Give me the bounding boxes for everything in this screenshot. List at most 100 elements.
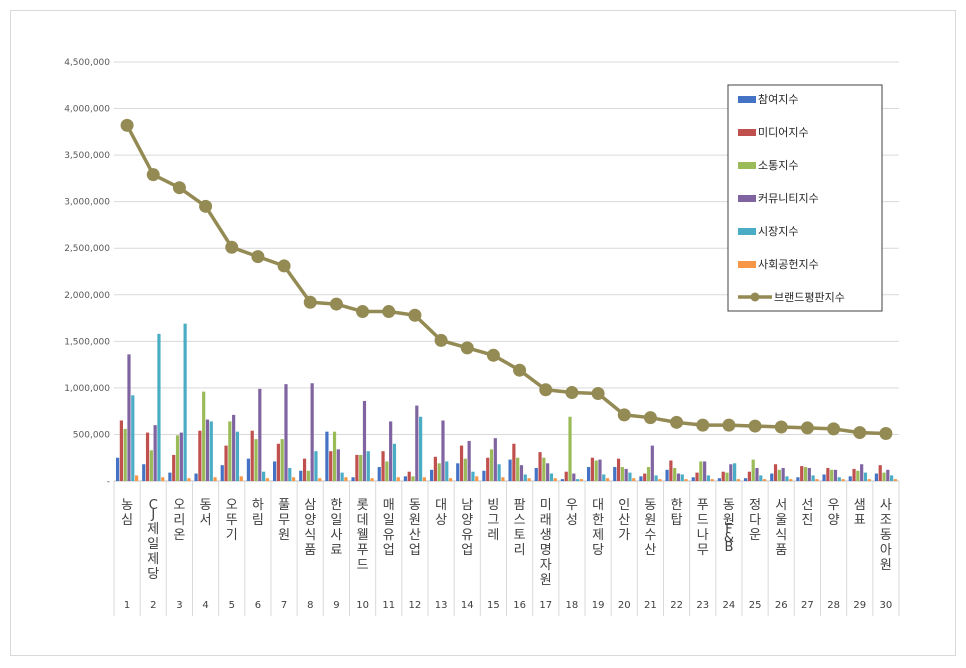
bar-커뮤니티지수 (598, 459, 602, 481)
rank-label: 15 (487, 600, 500, 611)
reputation-point (591, 386, 605, 400)
bar-시장지수 (183, 323, 187, 481)
bar-미디어지수 (800, 466, 804, 481)
bar-미디어지수 (747, 471, 751, 481)
bar-사회공헌지수 (867, 479, 871, 481)
bar-소통지수 (777, 469, 781, 481)
bar-사회공헌지수 (265, 478, 270, 481)
bar-커뮤니티지수 (650, 445, 654, 481)
bar-소통지수 (751, 459, 755, 481)
bar-시장지수 (340, 472, 344, 481)
bar-미디어지수 (852, 468, 856, 481)
rank-label: 22 (670, 600, 683, 611)
rank-label: 30 (880, 600, 893, 611)
y-tick-label: 3,500,000 (64, 151, 110, 161)
bar-소통지수 (725, 472, 729, 481)
bar-시장지수 (235, 431, 240, 481)
category-labels: 농 심 1 C J 제 일 제 당 2 오 리 온 3 동 서 4 오 뚜 기 5 하 림 6 풀 무 원 7 삼 양 식 품 8 한 일 사 료 9 롯 데… (113, 481, 900, 616)
bar-시장지수 (392, 443, 397, 481)
bar-커뮤니티지수 (179, 432, 183, 481)
bar-미디어지수 (616, 458, 621, 481)
bar-사회공헌지수 (815, 479, 819, 481)
bar-미디어지수 (433, 456, 437, 481)
legend-label: 소통지수 (758, 159, 798, 172)
bar-시장지수 (288, 467, 292, 481)
bar-커뮤니티지수 (284, 384, 288, 481)
bar-소통지수 (202, 391, 206, 481)
bar-커뮤니티지수 (703, 461, 707, 481)
bar-사회공헌지수 (605, 478, 610, 481)
rank-label: 17 (539, 600, 552, 611)
reputation-point (408, 308, 422, 322)
bar-미디어지수 (224, 445, 228, 481)
bar-참여지수 (848, 476, 852, 481)
reputation-point (513, 363, 527, 377)
bar-소통지수 (830, 469, 834, 481)
bar-사회공헌지수 (344, 477, 348, 481)
bar-시장지수 (576, 479, 580, 481)
bar-참여지수 (246, 458, 251, 481)
bar-커뮤니티지수 (127, 354, 131, 481)
reputation-line (120, 118, 893, 441)
bar-참여지수 (168, 472, 172, 481)
bar-미디어지수 (669, 460, 673, 481)
bar-참여지수 (220, 465, 224, 481)
reputation-point (382, 305, 396, 319)
bar-시장지수 (157, 333, 161, 481)
bar-소통지수 (437, 463, 441, 481)
bar-커뮤니티지수 (860, 464, 864, 481)
bar-참여지수 (482, 470, 486, 481)
bar-소통지수 (385, 461, 389, 481)
bar-미디어지수 (878, 465, 882, 481)
rank-label: 28 (827, 600, 840, 611)
bar-미디어지수 (329, 451, 333, 481)
bar-시장지수 (837, 477, 841, 481)
bar-커뮤니티지수 (624, 468, 628, 481)
bar-미디어지수 (695, 472, 699, 481)
bar-커뮤니티지수 (729, 464, 733, 481)
bar-사회공헌지수 (370, 478, 374, 481)
bar-소통지수 (359, 454, 363, 481)
bar-참여지수 (770, 473, 774, 481)
bar-참여지수 (508, 459, 512, 481)
bar-커뮤니티지수 (258, 388, 262, 481)
legend-swatch (738, 129, 756, 136)
bar-소통지수 (463, 458, 467, 481)
rank-label: 8 (307, 600, 313, 611)
bar-미디어지수 (145, 432, 150, 481)
rank-label: 14 (461, 600, 474, 611)
reputation-point (853, 426, 867, 440)
bar-참여지수 (665, 469, 669, 481)
rank-label: 24 (723, 600, 736, 611)
bar-커뮤니티지수 (389, 421, 393, 481)
bar-시장지수 (471, 471, 475, 481)
bar-미디어지수 (276, 443, 280, 481)
rank-label: 1 (124, 600, 130, 611)
bar-사회공헌지수 (527, 478, 531, 481)
bar-사회공헌지수 (161, 477, 165, 481)
bar-사회공헌지수 (789, 479, 793, 481)
bar-사회공헌지수 (553, 478, 557, 481)
rank-label: 18 (566, 600, 579, 611)
bar-미디어지수 (512, 443, 516, 481)
bar-시장지수 (733, 463, 737, 481)
rank-label: 23 (696, 600, 709, 611)
bar-참여지수 (796, 477, 800, 481)
bar-미디어지수 (172, 454, 176, 481)
bars (115, 323, 898, 481)
category-label: 동 원 F & B (723, 498, 735, 555)
bar-커뮤니티지수 (781, 467, 785, 481)
y-tick-label: 2,500,000 (64, 244, 110, 254)
rank-label: 3 (176, 600, 182, 611)
